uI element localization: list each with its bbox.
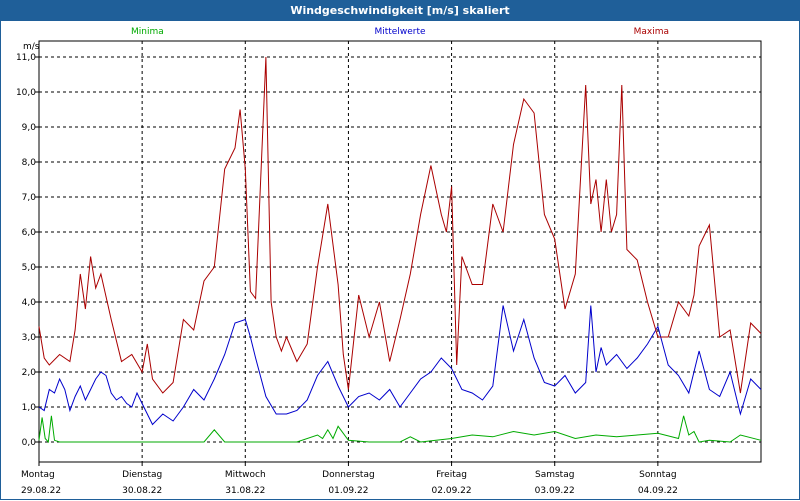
y-tick-label: 8,0 bbox=[22, 158, 37, 168]
y-tick-label: 10,0 bbox=[16, 88, 36, 98]
x-tick-day-label: Sonntag bbox=[639, 470, 676, 480]
x-tick-date-label: 01.09.22 bbox=[328, 486, 368, 496]
x-tick-date-label: 04.09.22 bbox=[638, 486, 678, 496]
y-axis-unit-label: m/s bbox=[23, 42, 40, 52]
x-tick-date-label: 02.09.22 bbox=[432, 486, 472, 496]
legend-entry-mittelwerte: Mittelwerte bbox=[374, 27, 425, 37]
x-tick-date-label: 29.08.22 bbox=[21, 486, 61, 496]
window-title: Windgeschwindigkeit [m/s] skaliert bbox=[1, 1, 799, 21]
y-tick-label: 4,0 bbox=[22, 298, 37, 308]
y-axis-ticks: 0,0 1,0 2,0 3,0 4,0 5,0 6,0 7,0 8,0 9,0 10,0 11,0 bbox=[16, 53, 39, 448]
series-lines bbox=[38, 56, 762, 444]
y-tick-label: 11,0 bbox=[16, 53, 36, 63]
y-tick-label: 6,0 bbox=[22, 228, 37, 238]
x-tick-date-label: 03.09.22 bbox=[535, 486, 575, 496]
legend-entry-maxima: Maxima bbox=[634, 27, 669, 37]
y-tick-label: 9,0 bbox=[22, 123, 37, 133]
y-tick-label: 7,0 bbox=[22, 193, 37, 203]
x-tick-date-label: 31.08.22 bbox=[225, 486, 265, 496]
x-tick-day-label: Samstag bbox=[535, 470, 574, 480]
x-tick-day-label: Dienstag bbox=[122, 470, 162, 480]
series-line-mittelwerte bbox=[38, 305, 762, 426]
y-tick-label: 3,0 bbox=[22, 333, 37, 343]
series-line-maxima bbox=[38, 56, 762, 394]
legend-entry-minima: Minima bbox=[131, 27, 164, 37]
x-tick-date-label: 30.08.22 bbox=[122, 486, 162, 496]
y-tick-label: 2,0 bbox=[22, 368, 37, 378]
legend: Minima Mittelwerte Maxima bbox=[131, 27, 669, 37]
y-tick-label: 1,0 bbox=[22, 403, 37, 413]
x-tick-day-label: Donnerstag bbox=[322, 470, 375, 480]
y-tick-label: 5,0 bbox=[22, 263, 37, 273]
series-line-minima bbox=[38, 415, 762, 444]
x-axis-ticks: Montag 29.08.22 Dienstag 30.08.22 Mittwoch 31… bbox=[21, 462, 678, 496]
y-tick-label: 0,0 bbox=[22, 438, 37, 448]
x-tick-day-label: Freitag bbox=[436, 470, 467, 480]
x-tick-day-label: Montag bbox=[21, 470, 55, 480]
x-tick-day-label: Mittwoch bbox=[225, 470, 266, 480]
plot-area bbox=[38, 40, 762, 463]
grid-lines bbox=[39, 41, 761, 462]
